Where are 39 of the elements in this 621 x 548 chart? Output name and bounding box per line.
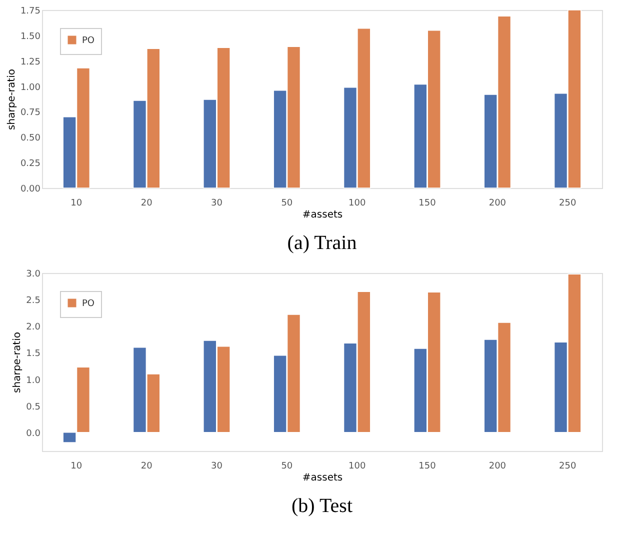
y-tick-label: 0.5 — [26, 402, 40, 412]
x-tick-label: 200 — [488, 462, 506, 472]
x-tick-label: 150 — [418, 462, 436, 472]
y-tick-label: 2.5 — [26, 296, 40, 306]
x-tick-label: 50 — [281, 198, 293, 208]
x-tick-label: 20 — [140, 462, 153, 472]
y-tick-label: 0.25 — [20, 159, 40, 170]
x-tick-label: 250 — [559, 198, 576, 208]
x-tick-label: 250 — [559, 462, 576, 472]
x-tick-label: 150 — [418, 198, 436, 208]
x-tick-label: 10 — [70, 198, 82, 208]
x-tick-label: 200 — [488, 198, 506, 208]
x-tick-label: 100 — [348, 462, 366, 472]
legend-label: PO — [82, 36, 95, 46]
y-tick-label: 1.25 — [20, 57, 40, 68]
y-tick-label: 1.0 — [26, 376, 41, 386]
y-tick-label: 1.00 — [20, 82, 41, 93]
y-tick-label: 0.00 — [20, 184, 41, 194]
y-tick-label: 0.0 — [26, 428, 41, 439]
x-axis-title: #assets — [302, 210, 343, 220]
y-tick-label: 0.50 — [20, 134, 41, 144]
x-tick-label: 20 — [140, 198, 153, 208]
text: (a) Train — [287, 232, 357, 254]
y-tick-label: 1.5 — [26, 349, 40, 360]
y-tick-label: 1.50 — [20, 32, 41, 42]
x-tick-label: 50 — [281, 462, 293, 472]
y-axis-title: sharpe-ratio — [12, 332, 24, 393]
x-tick-label: 30 — [211, 462, 223, 472]
x-tick-label: 30 — [211, 198, 223, 208]
text: (b) Test — [292, 495, 353, 517]
y-tick-label: 3.0 — [26, 270, 41, 280]
legend-label: PO — [82, 299, 95, 309]
y-tick-label: 2.0 — [26, 322, 41, 333]
y-tick-label: 0.75 — [20, 108, 40, 118]
y-tick-label: 1.75 — [20, 6, 40, 16]
x-tick-label: 10 — [70, 462, 82, 472]
y-axis-title: sharpe-ratio — [6, 69, 18, 130]
x-tick-label: 100 — [348, 198, 366, 208]
x-axis-title: #assets — [302, 472, 343, 484]
